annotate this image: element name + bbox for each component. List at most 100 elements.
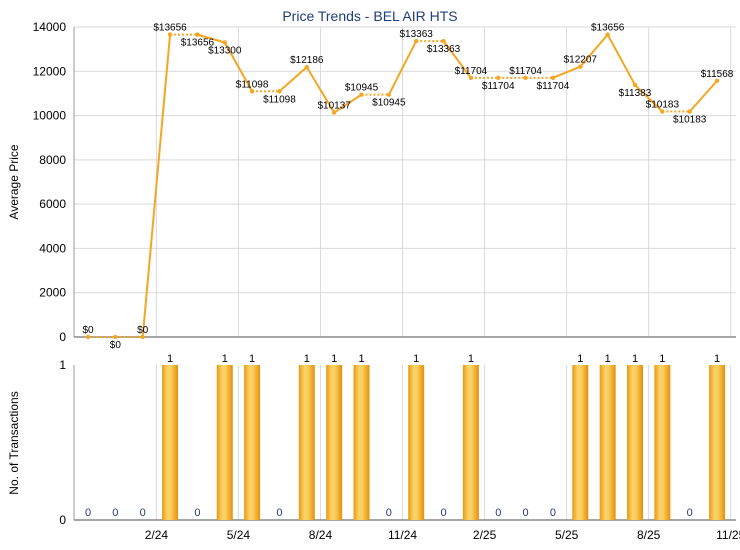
transactions-bar-label: 1: [632, 353, 638, 365]
date-tick-label: 11/25: [716, 528, 740, 542]
price-point: [414, 38, 419, 44]
price-line-segment: [579, 33, 609, 68]
price-point: [578, 64, 583, 69]
price-data-label: $11098: [236, 79, 269, 90]
price-point: [496, 75, 501, 81]
price-data-label: $10945: [345, 83, 379, 94]
date-tick-label: 8/24: [309, 528, 333, 542]
price-point: [550, 75, 556, 81]
price-tick-label: 14000: [33, 20, 67, 34]
price-line-segment: [634, 84, 664, 113]
date-tick-label: 11/24: [388, 528, 417, 542]
transactions-bar: [326, 365, 343, 520]
price-tick-label: 12000: [33, 64, 67, 78]
price-data-label: $11704: [455, 66, 488, 77]
price-point: [140, 334, 145, 340]
transactions-zero-label: 0: [194, 507, 200, 519]
price-plot-area: [74, 27, 736, 337]
transactions-bar-label: 1: [222, 353, 228, 365]
price-point: [359, 92, 364, 97]
price-data-label: $0: [110, 340, 122, 351]
price-tick-label: 8000: [39, 153, 66, 167]
transactions-bar: [627, 365, 643, 520]
price-tick-label: 6000: [39, 197, 66, 211]
transactions-tick-label: 0: [59, 513, 66, 527]
price-point: [277, 89, 282, 94]
price-point: [714, 78, 720, 84]
transactions-zero-label: 0: [85, 507, 91, 519]
price-data-label: $13363: [427, 44, 461, 55]
transactions-bar: [162, 365, 179, 520]
price-data-label: $12186: [290, 55, 324, 66]
price-data-label: $13656: [153, 23, 187, 34]
transactions-zero-label: 0: [550, 507, 556, 519]
price-line-segment: [442, 40, 472, 79]
price-line-segment: [688, 80, 718, 113]
transactions-bar-label: 1: [468, 353, 474, 365]
price-tick-label: 2000: [39, 286, 66, 300]
transactions-bar: [353, 365, 370, 520]
price-point: [386, 92, 392, 97]
transactions-bar: [298, 365, 315, 520]
price-data-label: $11704: [509, 66, 542, 77]
transactions-bar-label: 1: [413, 353, 419, 365]
transactions-bar-label: 1: [714, 353, 720, 365]
price-tick-label: 4000: [39, 241, 66, 255]
price-line-segment: [606, 34, 636, 86]
date-tick-label: 8/25: [637, 528, 661, 542]
transactions-zero-label: 0: [140, 507, 146, 519]
price-point: [113, 334, 118, 340]
transactions-bar-label: 1: [605, 353, 611, 365]
price-line-segment: [387, 40, 418, 96]
transactions-bar-label: 1: [249, 353, 255, 365]
transactions-bar: [408, 365, 425, 520]
price-point: [195, 32, 200, 37]
transactions-bar-label: 1: [577, 353, 583, 365]
transactions-bar: [709, 365, 726, 520]
price-point: [687, 109, 692, 114]
price-point: [167, 32, 173, 37]
price-data-label: $11383: [619, 88, 652, 99]
price-data-label: $10137: [317, 101, 351, 112]
price-line-segment: [333, 93, 363, 114]
chart-title: Price Trends - BEL AIR HTS: [282, 8, 457, 24]
date-tick-label: 2/24: [145, 528, 169, 542]
transactions-bar: [599, 365, 616, 520]
transactions-zero-label: 0: [112, 507, 118, 519]
price-point: [331, 110, 337, 115]
transactions-tick-label: 1: [59, 358, 66, 372]
price-point: [660, 109, 665, 114]
price-data-label: $11704: [537, 81, 570, 92]
transactions-bar: [462, 365, 479, 520]
price-data-label: $13300: [208, 46, 242, 57]
price-point: [523, 75, 528, 81]
price-tick-label: 0: [59, 330, 66, 344]
transactions-zero-label: 0: [276, 507, 282, 519]
transactions-bar-label: 1: [304, 353, 310, 365]
price-data-label: $0: [137, 325, 149, 336]
date-tick-label: 5/25: [555, 528, 579, 542]
price-line-segment: [141, 34, 172, 338]
price-point: [632, 82, 638, 88]
date-tick-label: 2/25: [473, 528, 497, 542]
price-point: [249, 89, 255, 94]
price-point: [85, 334, 91, 340]
transactions-bar: [572, 365, 589, 520]
price-data-label: $12207: [564, 55, 598, 66]
price-data-label: $13656: [591, 23, 625, 34]
transactions-bar-label: 1: [358, 353, 364, 365]
price-data-label: $10945: [372, 98, 406, 109]
price-point: [441, 38, 446, 44]
price-line-segment: [197, 33, 226, 44]
transactions-zero-label: 0: [523, 507, 529, 519]
transactions-plot-area: [74, 365, 736, 520]
price-data-label: $11098: [263, 94, 296, 105]
price-data-label: $13363: [400, 29, 434, 40]
price-axis-label: Average Price: [7, 144, 21, 219]
transactions-bar: [244, 365, 261, 520]
price-point: [222, 40, 227, 45]
price-line-segment: [305, 66, 336, 114]
price-data-label: $11704: [482, 81, 515, 92]
